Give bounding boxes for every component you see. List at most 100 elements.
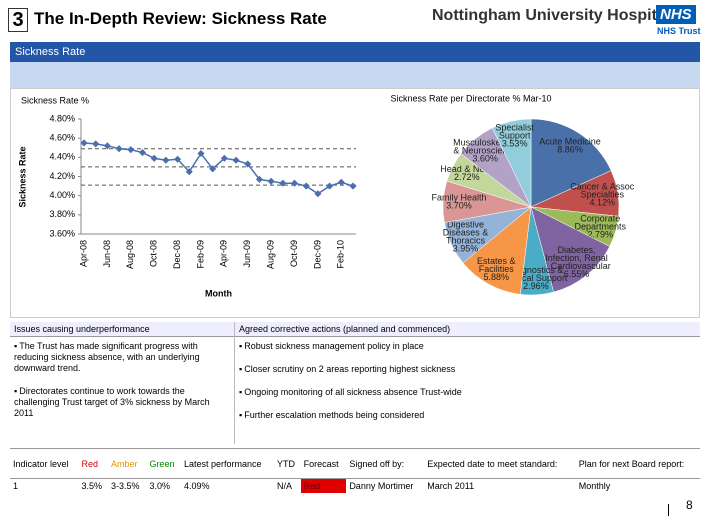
slice-name: Corporate Departments (574, 214, 626, 232)
marker (326, 182, 334, 190)
slice-name: Specialist Support (495, 123, 534, 141)
heading: Issues causing underperformance (10, 322, 234, 337)
slice-value: 6.55% (564, 269, 590, 279)
slice-value: 8.86% (557, 145, 583, 155)
section-number: 3 (8, 8, 28, 32)
y-tick-label: 3.80% (49, 209, 75, 219)
row: 1 3.5% 3-3.5% 3.0% 4.09% N/A Red Danny Mortimer… (10, 478, 700, 493)
slice-value: 5.88% (483, 273, 509, 283)
marker (349, 182, 357, 190)
slice-value: 2.72% (454, 172, 480, 182)
marker (314, 190, 322, 198)
slice (462, 206, 532, 295)
y-tick-label: 3.60% (49, 228, 75, 238)
line (83, 142, 354, 195)
slice-label: Cancer & Assoc Specialties 4.12% (570, 182, 635, 208)
header-cell: Forecast (300, 448, 347, 479)
y-tick-label: 4.00% (49, 190, 75, 200)
slice-label: Specialist Support 3.53% (495, 123, 534, 149)
bullet-item: Closer scrutiny on 2 areas reporting hig… (239, 364, 696, 375)
banner: Sickness Rate (10, 42, 700, 62)
cell: 3-3.5% (108, 478, 147, 493)
marker (174, 155, 182, 163)
slice-value: 3.95% (453, 244, 479, 254)
marker (279, 179, 287, 187)
band (10, 62, 700, 88)
x-tick-label: Dec-09 (312, 240, 322, 269)
status-table: Indicator level Red Amber Green Latest perfo… (10, 448, 700, 493)
bullet-item: Further escalation methods being conside… (239, 410, 696, 421)
slice-name: Head & Neck (440, 164, 494, 174)
divider (668, 504, 669, 516)
marker (127, 146, 135, 154)
marker (150, 154, 158, 162)
page-number: 8 (686, 498, 693, 512)
header-row: Indicator level Red Amber Green Latest perfo… (10, 448, 700, 479)
x-tick-label: Aug-08 (125, 240, 135, 269)
slice-label: Estates & Facilities 5.88% (477, 257, 516, 283)
slice-label: Diabetes, Infection, Renal & Cardiovascula… (542, 245, 611, 279)
x-tick-label: Feb-09 (195, 240, 205, 269)
marker (80, 139, 88, 147)
slice-name: Family Health (431, 193, 486, 203)
header-cell: Signed off by: (346, 448, 425, 479)
marker (302, 182, 310, 190)
marker (162, 156, 170, 164)
x-axis-label: Month (205, 288, 232, 298)
actions: Agreed corrective actions (planned and c… (235, 322, 700, 444)
y-tick-label: 4.80% (49, 113, 75, 123)
slice-name: Acute Medicine (539, 137, 601, 147)
y-tick-label: 4.20% (49, 171, 75, 181)
slice-value: 2.96% (523, 281, 549, 291)
slice-name: Estates & Facilities (477, 257, 516, 275)
slice-name: Digestive Diseases & Thoracics (443, 220, 489, 246)
list: The Trust has made significant progress … (10, 337, 234, 435)
slice-value: 3.53% (502, 139, 528, 149)
x-tick-label: Jun-08 (102, 240, 112, 268)
marker (255, 175, 263, 183)
slice-label: Digestive Diseases & Thoracics 3.95% (443, 220, 489, 254)
x-tick-label: Dec-08 (172, 240, 182, 269)
cell: 3.5% (78, 478, 108, 493)
marker (267, 177, 275, 185)
slice-name: Musculoskeletal & Neuroscience (453, 138, 517, 156)
org-sub: NHS Trust (657, 26, 701, 36)
org-name: Nottingham University Hospitals (432, 7, 680, 24)
marker (92, 140, 100, 148)
slice-label: Musculoskeletal & Neuroscience 3.60% (453, 138, 517, 164)
bullet-item: Directorates continue to work towards th… (14, 386, 230, 419)
x-tick-label: Feb-10 (336, 240, 346, 269)
x-tick-label: Oct-08 (149, 240, 159, 267)
x-tick-label: Oct-09 (289, 240, 299, 267)
cell: N/A (273, 478, 301, 493)
header-cell: Indicator level (10, 448, 79, 479)
x-tick-label: Apr-08 (78, 240, 88, 267)
y-tick-label: 4.40% (49, 152, 75, 162)
cell: Monthly (575, 478, 700, 493)
slice (530, 118, 612, 208)
list: Robust sickness management policy in pla… (235, 337, 700, 437)
header-cell: Red (78, 448, 108, 479)
slice-value: 3.60% (472, 154, 498, 164)
marker (337, 178, 345, 186)
slice (491, 118, 532, 208)
header-cell: Expected date to meet standard: (424, 448, 576, 479)
org-badge: NHS (656, 5, 696, 24)
marker (244, 160, 252, 168)
slice-value: 4.12% (589, 198, 615, 208)
x-tick-label: Aug-09 (266, 240, 276, 269)
marker (115, 145, 123, 153)
bullet-item: Robust sickness management policy in pla… (239, 341, 696, 352)
header-cell: Amber (108, 448, 147, 479)
chart-title: Sickness Rate % (21, 95, 89, 105)
cell: Red (300, 478, 347, 493)
slice-value: 3.70% (446, 201, 472, 211)
slice-label: Acute Medicine 8.86% (539, 137, 601, 155)
y-tick-label: 4.60% (49, 133, 75, 143)
header-cell: Plan for next Board report: (575, 448, 700, 479)
slice-label: Head & Neck 2.72% (440, 164, 494, 182)
header-cell: Green (146, 448, 181, 479)
page-title: The In-Depth Review: Sickness Rate (34, 9, 327, 28)
bullet-item: Ongoing monitoring of all sickness absen… (239, 387, 696, 398)
